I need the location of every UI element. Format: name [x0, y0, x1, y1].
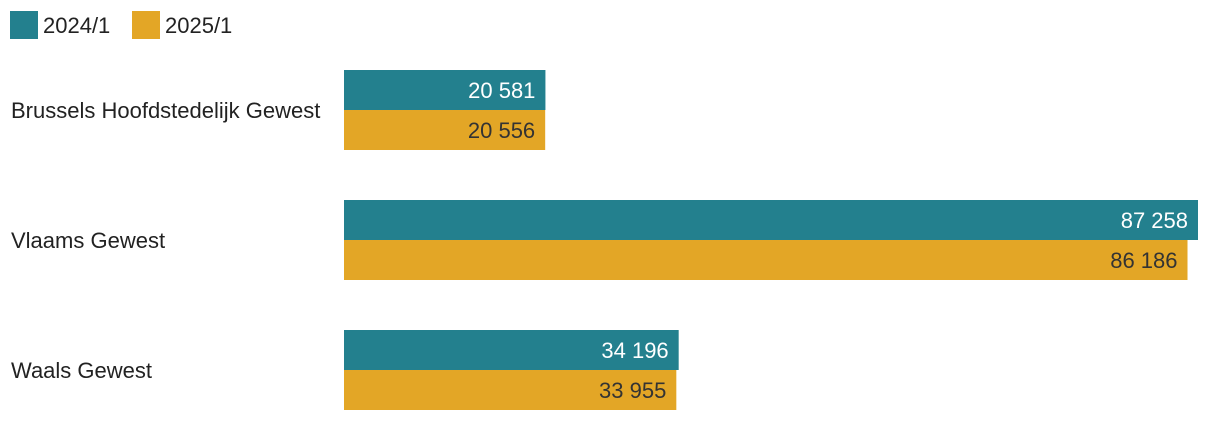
category-labels: Brussels Hoofdstedelijk Gewest Vlaams Gew… [11, 98, 320, 383]
legend: 2024/1 2025/1 [10, 11, 232, 39]
category-label-vlaams-gewest: Vlaams Gewest [11, 228, 165, 253]
category-label-brussels-hoofdstedelijk-gewest: Brussels Hoofdstedelijk Gewest [11, 98, 320, 123]
value-label-waals-gewest-2025-1: 33 955 [599, 378, 666, 403]
bar-vlaams-gewest-2025-1 [344, 240, 1188, 280]
value-label-vlaams-gewest-2024-1: 87 258 [1121, 208, 1188, 233]
bar-vlaams-gewest-2024-1 [344, 200, 1198, 240]
legend-label-2024-1: 2024/1 [43, 13, 110, 38]
value-labels: 20 581 20 556 87 258 86 186 34 196 33 955 [468, 78, 1188, 403]
value-label-waals-gewest-2024-1: 34 196 [601, 338, 668, 363]
legend-swatch-2024-1 [10, 11, 38, 39]
bar-waals-gewest-2024-1 [344, 330, 679, 370]
value-label-brussels-hoofdstedelijk-gewest-2024-1: 20 581 [468, 78, 535, 103]
value-label-brussels-hoofdstedelijk-gewest-2025-1: 20 556 [468, 118, 535, 143]
bars [344, 70, 1198, 410]
legend-label-2025-1: 2025/1 [165, 13, 232, 38]
legend-swatch-2025-1 [132, 11, 160, 39]
category-label-waals-gewest: Waals Gewest [11, 358, 152, 383]
value-label-vlaams-gewest-2025-1: 86 186 [1110, 248, 1177, 273]
bar-waals-gewest-2025-1 [344, 370, 677, 410]
bar-brussels-hoofdstedelijk-gewest-2025-1 [344, 110, 546, 150]
bar-brussels-hoofdstedelijk-gewest-2024-1 [344, 70, 546, 110]
